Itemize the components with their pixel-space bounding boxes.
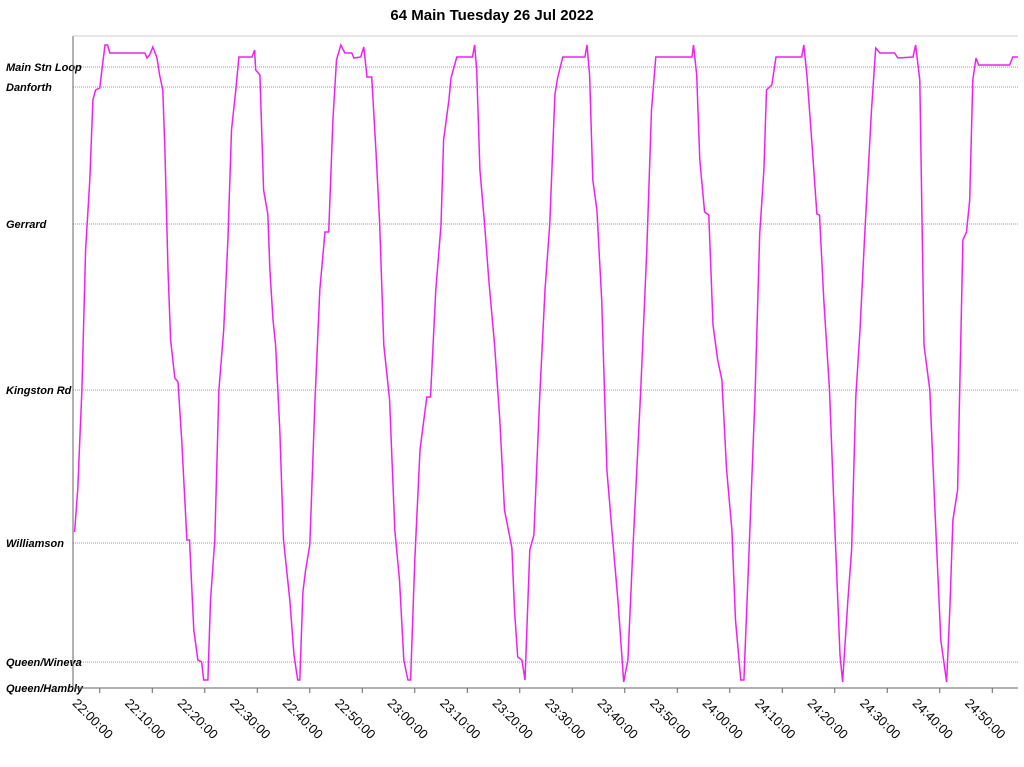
y-tick-label: Williamson (6, 538, 64, 550)
x-tick-label: 22:00:00 (70, 696, 116, 742)
y-tick-label: Kingston Rd (6, 385, 72, 397)
x-tick-label: 22:10:00 (122, 696, 168, 742)
x-tick-label: 24:50:00 (962, 696, 1008, 742)
y-tick-label: Queen/Wineva (6, 657, 82, 669)
chart-title: 64 Main Tuesday 26 Jul 2022 (390, 7, 593, 24)
x-tick-label: 22:40:00 (280, 696, 326, 742)
y-tick-label: Gerrard (6, 219, 47, 231)
trip-line (73, 42, 1018, 683)
x-tick-label: 24:40:00 (910, 696, 956, 742)
x-tick-label: 23:20:00 (490, 696, 536, 742)
x-tick-label: 24:00:00 (700, 696, 746, 742)
x-tick-label: 23:40:00 (595, 696, 641, 742)
x-tick-label: 23:30:00 (542, 696, 588, 742)
x-tick-label: 24:10:00 (752, 696, 798, 742)
y-tick-label: Queen/Hambly (6, 683, 84, 695)
x-tick-label: 22:20:00 (175, 696, 221, 742)
x-tick-label: 23:50:00 (647, 696, 693, 742)
x-tick-label: 22:30:00 (227, 696, 273, 742)
y-tick-label: Danforth (6, 82, 52, 94)
x-tick-label: 22:50:00 (332, 696, 378, 742)
x-tick-label: 24:20:00 (805, 696, 851, 742)
y-tick-label: Main Stn Loop (6, 62, 82, 74)
x-tick-label: 24:30:00 (857, 696, 903, 742)
x-tick-label: 23:10:00 (437, 696, 483, 742)
x-tick-label: 23:00:00 (385, 696, 431, 742)
